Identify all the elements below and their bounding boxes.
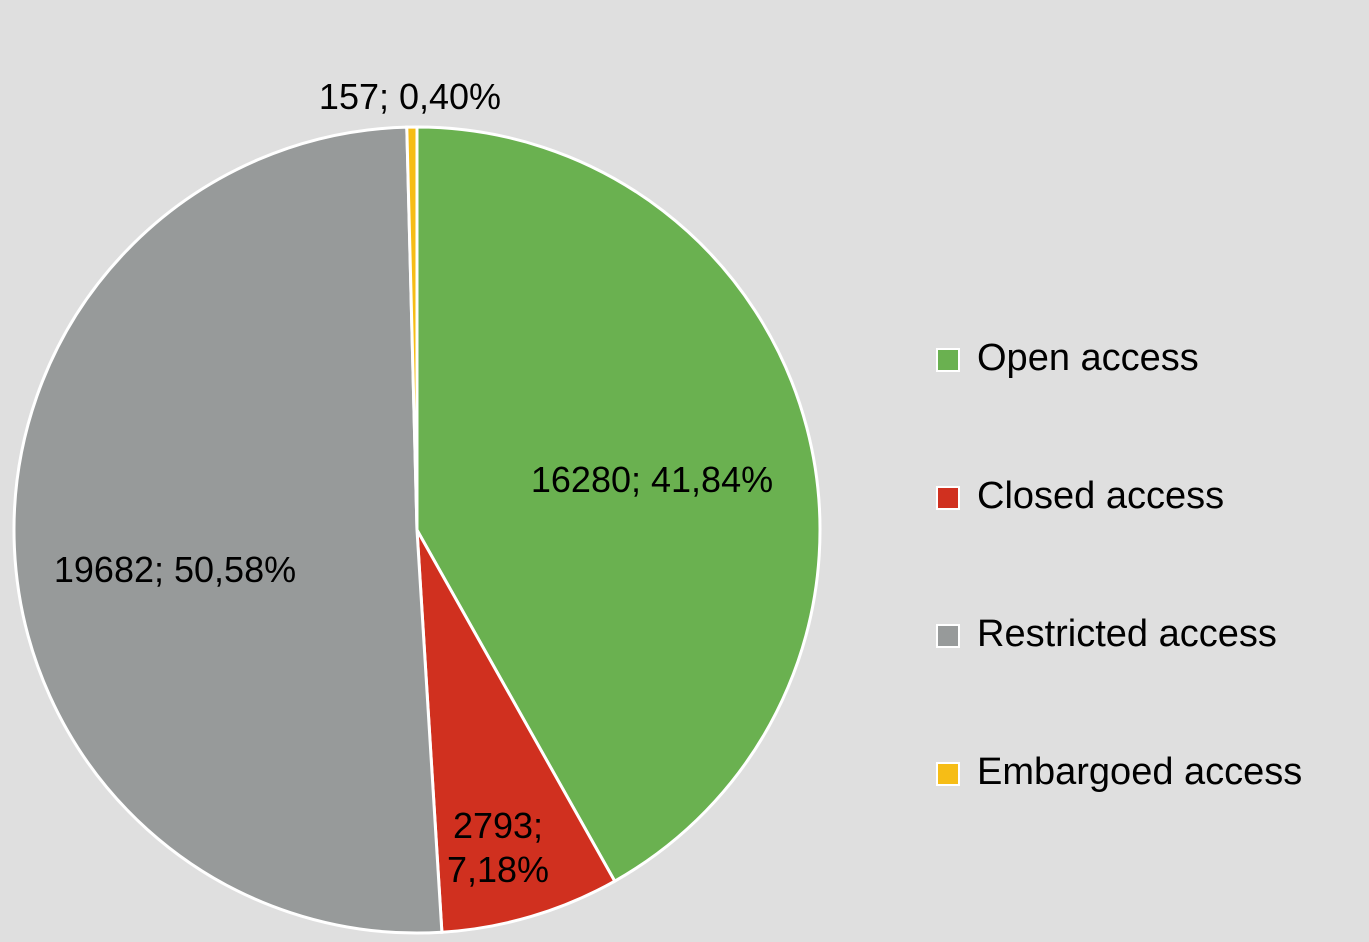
data-label: 157; 0,40% xyxy=(318,76,502,117)
data-label: 16280; 41,84% xyxy=(530,459,774,500)
pie-slice xyxy=(415,529,617,934)
legend-label: Closed access xyxy=(977,475,1224,517)
data-label: 2793; 7,18% xyxy=(446,805,550,890)
pie-slice xyxy=(405,125,419,531)
pie-slice xyxy=(415,125,822,884)
legend-swatch xyxy=(936,486,960,510)
data-label: 19682; 50,58% xyxy=(53,549,297,590)
legend-label: Open access xyxy=(977,337,1199,379)
pie-slice xyxy=(12,125,444,935)
legend-swatch xyxy=(936,762,960,786)
legend-swatch xyxy=(936,624,960,648)
legend-label: Restricted access xyxy=(977,613,1277,655)
legend-swatch xyxy=(936,348,960,372)
legend-label: Embargoed access xyxy=(977,751,1302,793)
